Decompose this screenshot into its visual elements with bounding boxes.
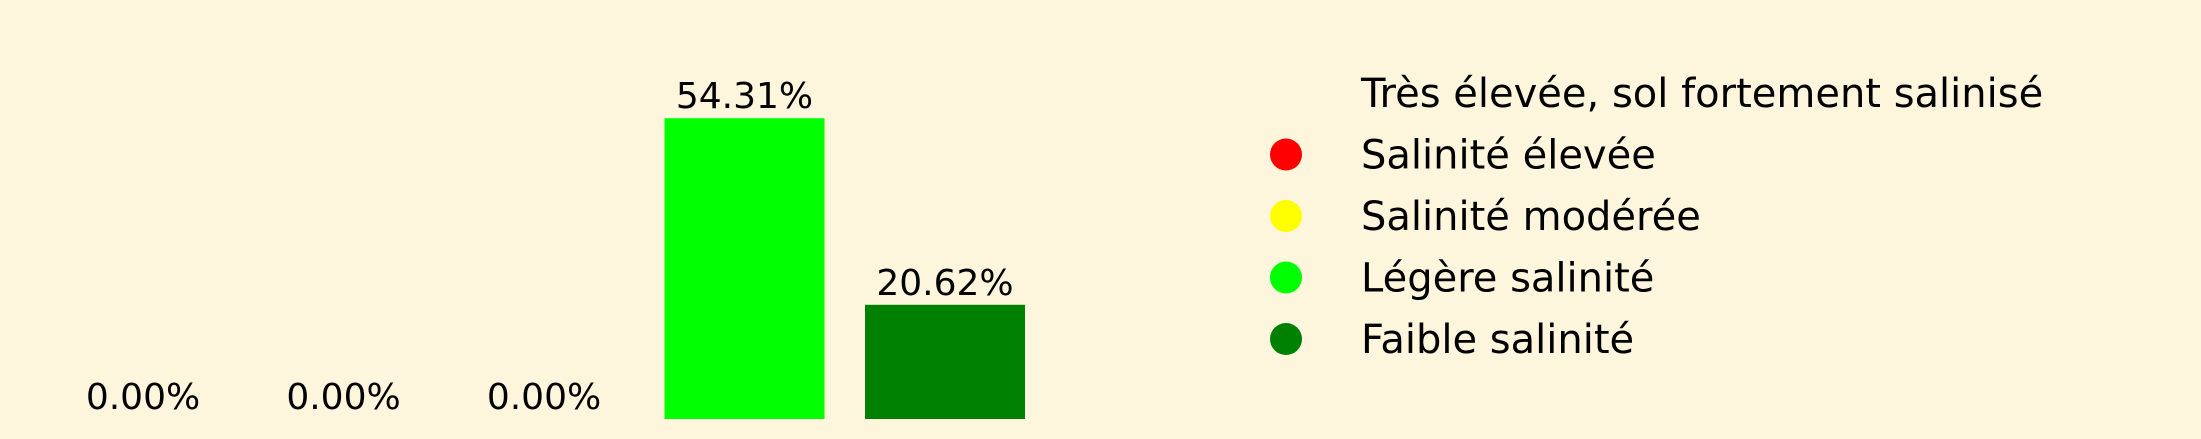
bar-data-label: 0.00% <box>286 377 400 418</box>
bar-data-label: 54.31% <box>676 76 813 117</box>
legend-marker <box>1270 200 1302 232</box>
bars-group <box>664 118 1025 419</box>
legend-item: Très élevée, sol fortement salinisé <box>1360 71 2043 117</box>
legend-label: Salinité modérée <box>1361 194 1701 240</box>
legend-item: Faible salinité <box>1270 317 1634 363</box>
legend-label: Légère salinité <box>1361 256 1654 302</box>
bar-data-labels: 0.00% 0.00% 0.00% 54.31% 20.62% <box>86 76 1014 418</box>
legend-marker <box>1270 261 1302 294</box>
bar-data-label: 0.00% <box>86 377 200 418</box>
legend-item: Légère salinité <box>1270 256 1654 302</box>
legend-item: Salinité modérée <box>1270 194 1701 240</box>
legend-marker <box>1270 138 1302 171</box>
bar-5 <box>865 304 1025 419</box>
legend: Très élevée, sol fortement salinisé Salin… <box>1270 71 2043 363</box>
legend-marker <box>1270 323 1302 355</box>
bar-data-label: 0.00% <box>487 377 601 418</box>
bar-data-label: 20.62% <box>876 263 1013 304</box>
legend-label: Faible salinité <box>1361 317 1634 363</box>
legend-label: Très élevée, sol fortement salinisé <box>1360 71 2043 117</box>
bar-4 <box>664 118 825 419</box>
legend-label: Salinité élevée <box>1361 133 1656 179</box>
legend-item: Salinité élevée <box>1270 133 1656 179</box>
